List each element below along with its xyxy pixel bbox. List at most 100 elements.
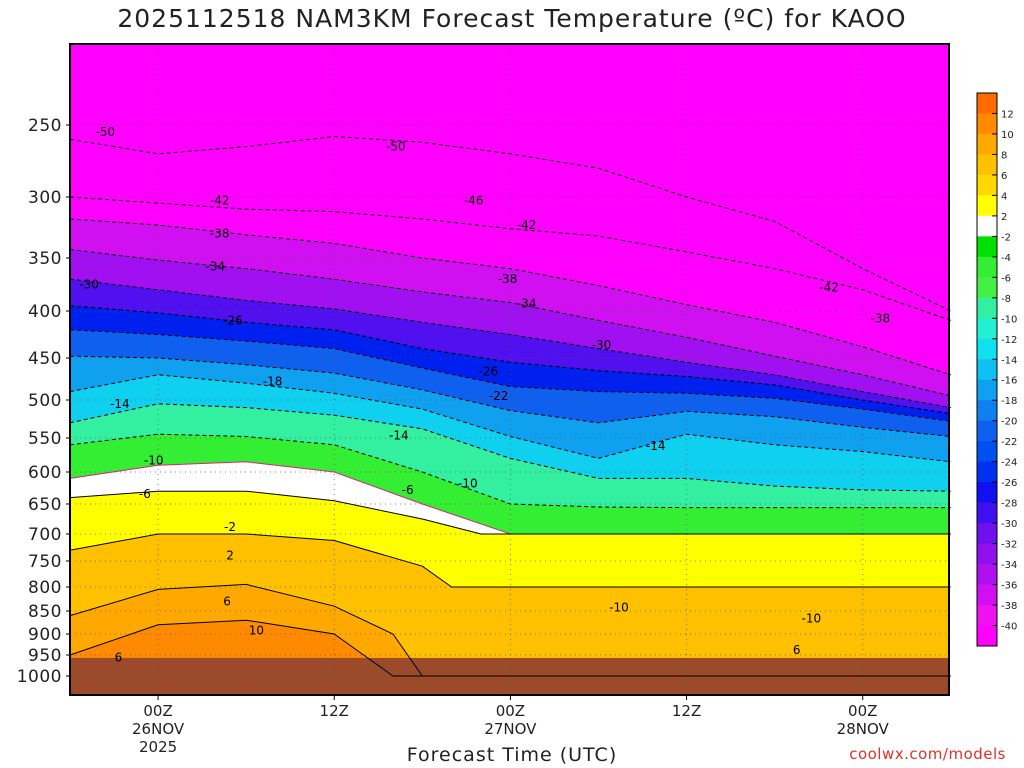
colorbar-swatch [977,584,997,606]
x-tick-label: 12Z [672,702,701,720]
colorbar-label: -18 [1001,396,1017,407]
colorbar-swatch [977,564,997,586]
colorbar-swatch [977,113,997,135]
contour-line [69,196,951,321]
contour-label: -34 [206,259,226,273]
y-tick-label: 350 [28,249,62,269]
contour-label: -42 [819,281,839,295]
y-tick-label: 550 [28,429,62,449]
colorbar-swatch [977,215,997,237]
colorbar-swatch [977,277,997,299]
x-tick-label: 00Z [848,702,877,720]
colorbar-swatch [977,379,997,401]
colorbar-swatch [977,605,997,627]
colorbar-label: 6 [1001,171,1007,182]
colorbar-label: -8 [1001,294,1011,305]
contour-label: -46 [464,194,484,208]
contour-label: -26 [479,364,499,378]
contour-label: -2 [224,520,236,534]
y-tick-label: 450 [28,349,62,369]
y-tick-label: 950 [28,646,62,666]
y-tick-label: 900 [28,625,62,645]
y-tick-label: 750 [28,552,62,572]
colorbar-label: -40 [1001,622,1017,633]
colorbar-label: 12 [1001,109,1014,120]
colorbar-label: -2 [1001,232,1011,243]
contour-label: -22 [489,389,509,403]
contour-line [69,218,951,376]
contour-label: -6 [402,483,414,497]
colorbar-label: -32 [1001,540,1017,551]
colorbar-label: -10 [1001,314,1017,325]
colorbar-swatch [977,461,997,483]
contour-label: -34 [517,297,537,311]
credit-link[interactable]: coolwx.com/models [849,745,1006,763]
contour-label: -18 [263,375,283,389]
colorbar-label: -20 [1001,417,1017,428]
colorbar-swatch [977,543,997,565]
colorbar-swatch [977,625,997,647]
contour-label: -30 [592,338,612,352]
plot-frame [69,43,950,696]
colorbar-label: -26 [1001,478,1017,489]
x-tick-label: 27NOV [484,720,537,738]
y-axis: 250 300 350 400 450 500 550 600 650 700 750 800 850 9… [17,116,70,687]
x-axis-title: Forecast Time (UTC) [406,744,618,766]
colorbar: 12 10 8 6 4 2 -2 -4 -6 -8 -10 -12 -14 -16 -18 -20 -22 -24… [976,92,1017,647]
contour-label: -26 [223,313,243,327]
x-tick-label: 26NOV [132,720,185,738]
contour-line [69,248,951,397]
chart-title: 2025112518 NAM3KM Forecast Temperature (… [117,4,907,33]
contour-label: -42 [517,218,537,232]
x-tick-label: 28NOV [837,720,890,738]
y-tick-label: 250 [28,116,62,136]
contour-label: -38 [210,227,230,241]
contour-line [69,533,951,588]
contour-line [69,305,951,415]
colorbar-label: -30 [1001,519,1017,530]
colorbar-swatch [977,400,997,422]
colorbar-label: -12 [1001,335,1017,346]
contour-label: -50 [95,125,115,139]
contour-label: 6 [115,651,123,665]
colorbar-swatch [977,133,997,155]
x-tick-label: 2025 [139,738,177,756]
contour-line [69,374,951,463]
colorbar-swatch [977,523,997,545]
contour-label: -10 [458,477,478,491]
contour-line [69,136,952,312]
colorbar-swatch [977,93,997,114]
contour-label: 10 [249,623,264,637]
x-tick-label: 12Z [320,702,349,720]
contour-label: -38 [498,272,518,286]
contour-label: -10 [802,611,822,625]
colorbar-label: -24 [1001,458,1017,469]
contour-label: -14 [389,429,409,443]
colorbar-swatch [977,174,997,196]
contour-lines [69,136,952,677]
contour-line [69,619,951,677]
contour-label: -10 [609,601,629,615]
y-tick-label: 1000 [17,667,62,687]
colorbar-swatch [977,256,997,278]
x-tick-label: 00Z [496,702,525,720]
colorbar-swatch [977,502,997,524]
colorbar-label: 4 [1001,191,1007,202]
y-tick-label: 800 [28,578,62,598]
contour-label: -10 [144,453,164,467]
contour-line [69,329,951,422]
contour-label: 6 [223,594,231,608]
colorbar-swatch [977,318,997,340]
contour-label: 6 [793,643,801,657]
colorbar-swatch [977,297,997,319]
contour-line [69,433,951,509]
colorbar-label: 2 [1001,212,1007,223]
colorbar-swatch [977,195,997,217]
colorbar-frame [976,92,998,647]
grid [70,44,949,695]
x-tick-label: 00Z [143,702,172,720]
colorbar-label: -22 [1001,437,1017,448]
colorbar-swatch [977,338,997,360]
colorbar-label: -6 [1001,273,1011,284]
